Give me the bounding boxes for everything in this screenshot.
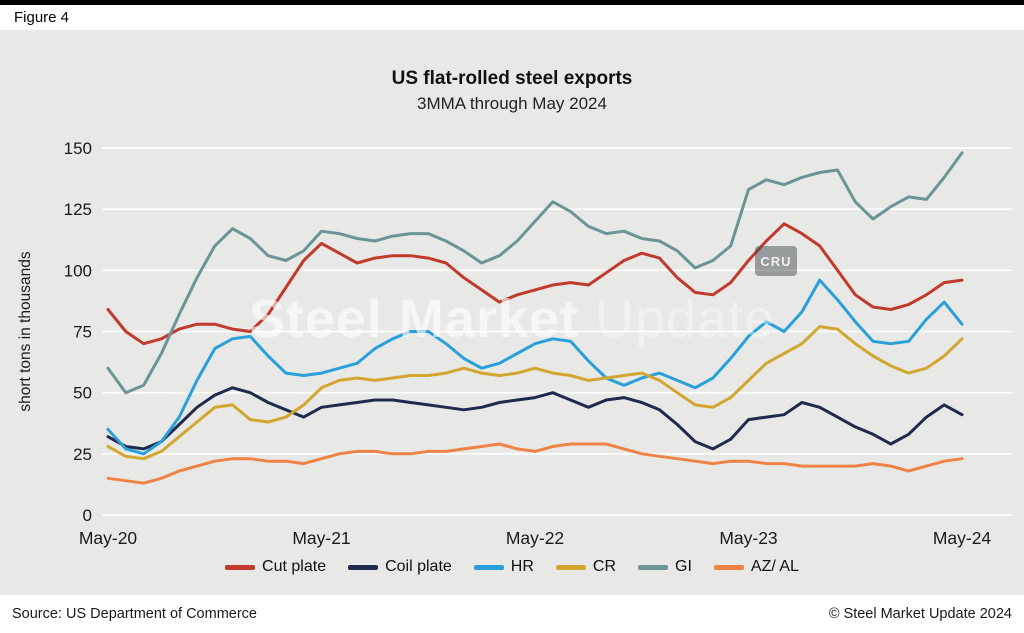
y-tick-label-100: 100	[64, 261, 92, 280]
x-tick-label-May-24: May-24	[933, 528, 992, 548]
series-line-cut-plate	[106, 222, 964, 346]
series-line-coil-plate	[106, 386, 964, 451]
chart-subtitle: 3MMA through May 2024	[417, 94, 607, 113]
legend-item-az-al: AZ/ AL	[713, 558, 799, 576]
source-text: Source: US Department of Commerce	[12, 606, 257, 622]
legend-item-cut-plate: Cut plate	[225, 558, 326, 576]
legend-swatch-hr	[473, 564, 504, 570]
y-tick-label-50: 50	[73, 384, 92, 403]
y-tick-label-150: 150	[64, 139, 92, 158]
x-tick-label-May-21: May-21	[292, 528, 350, 548]
series-line-cr	[106, 325, 964, 461]
legend-item-cr: CR	[555, 558, 617, 576]
line-chart: 0 25 50 75 100 125 150 May-20 May-21 May-22 May-23…	[17, 139, 1012, 548]
legend-swatch-gi	[638, 564, 669, 570]
figure-bar: Figure 4	[0, 0, 1024, 30]
legend-swatch-coil-plate	[348, 564, 379, 570]
legend-label-cr: CR	[592, 558, 617, 575]
copyright-text: © Steel Market Update 2024	[828, 606, 1012, 622]
series-line-gi	[106, 151, 964, 395]
x-tick-label-May-23: May-23	[719, 528, 777, 548]
y-tick-label-125: 125	[64, 200, 92, 219]
y-tick-label-75: 75	[73, 323, 92, 342]
y-tick-label-25: 25	[73, 445, 92, 464]
legend-label-cut-plate: Cut plate	[262, 558, 327, 575]
legend-item-coil-plate: Coil plate	[348, 558, 452, 576]
series-line-hr	[106, 278, 964, 456]
footer: Source: US Department of Commerce © Stee…	[0, 595, 1024, 633]
figure-label: Figure 4	[14, 9, 70, 26]
legend-swatch-az-al	[713, 564, 744, 570]
legend-label-az-al: AZ/ AL	[750, 558, 799, 575]
legend-item-gi: GI	[638, 558, 692, 576]
chart-legend: Cut plate Coil plate HR CR GI AZ/ AL	[0, 558, 1024, 576]
x-tick-label-May-22: May-22	[506, 528, 564, 548]
legend-label-gi: GI	[675, 558, 692, 575]
x-tick-label-May-20: May-20	[79, 528, 138, 548]
legend-swatch-cr	[555, 564, 586, 570]
legend-swatch-cut-plate	[225, 564, 256, 570]
legend-label-coil-plate: Coil plate	[385, 558, 452, 575]
y-axis-label: short tons in thousands	[17, 251, 34, 412]
legend-item-hr: HR	[473, 558, 534, 576]
legend-label-hr: HR	[510, 558, 534, 575]
y-tick-label-0: 0	[83, 506, 92, 525]
series-line-az-al	[106, 442, 964, 485]
chart-panel: US flat-rolled steel exports 3MMA throug…	[0, 30, 1024, 595]
chart-title: US flat-rolled steel exports	[391, 68, 633, 89]
